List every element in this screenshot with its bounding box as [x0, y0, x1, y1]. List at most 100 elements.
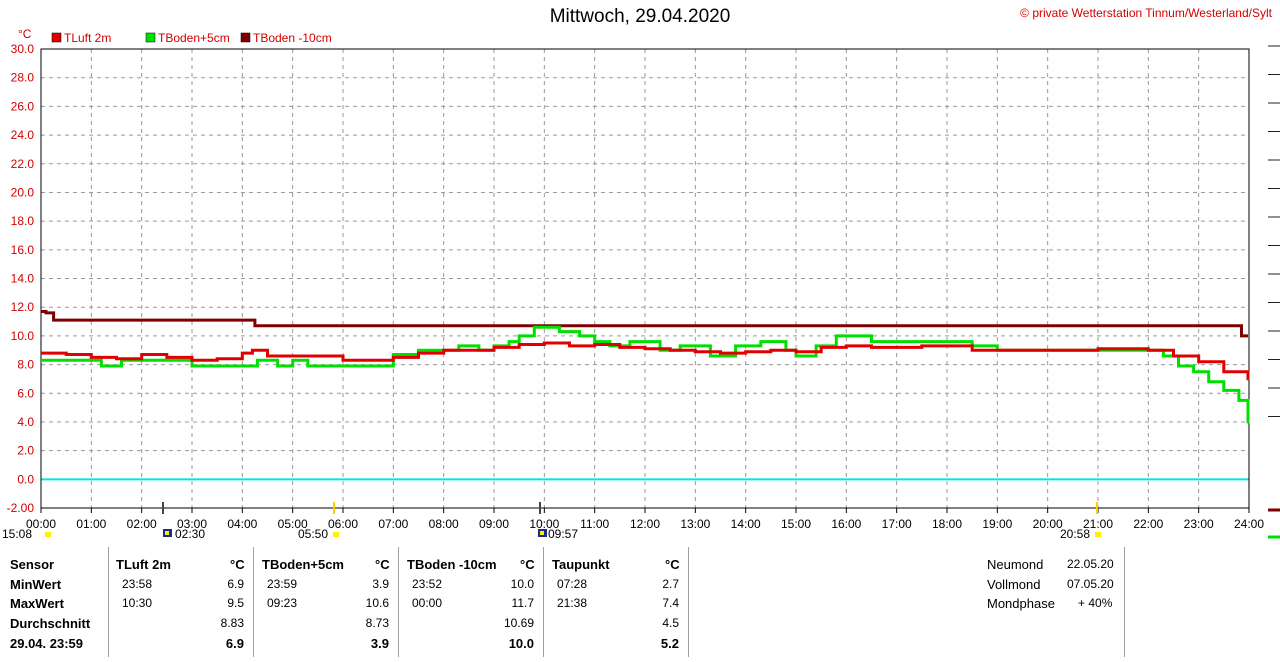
x-tick-label: 03:00 — [177, 517, 207, 531]
legend-label-tboden5: TBoden+5cm — [158, 31, 230, 45]
marker-time-label: 15:08 — [2, 527, 32, 541]
y-tick-label: 2.0 — [17, 444, 34, 458]
table-divider — [398, 547, 399, 657]
max-time: 10:30 — [122, 596, 153, 610]
y-tick-label: -2.00 — [7, 501, 35, 515]
y-tick-label: 12.0 — [11, 300, 35, 314]
x-tick-label: 13:00 — [680, 517, 710, 531]
max-value: 10.6 — [365, 596, 389, 610]
x-tick-label: 21:00 — [1083, 517, 1113, 531]
station-credit: © private Wetterstation Tinnum/Westerlan… — [1020, 6, 1272, 20]
x-tick-label: 20:00 — [1033, 517, 1063, 531]
max-value: 11.7 — [511, 596, 534, 610]
y-tick-label: 28.0 — [11, 71, 35, 85]
moon-value-full: 07.05.20 — [1067, 577, 1114, 591]
x-tick-label: 01:00 — [76, 517, 106, 531]
legend-label-tboden10: TBoden -10cm — [253, 31, 332, 45]
x-tick-label: 19:00 — [982, 517, 1012, 531]
x-tick-label: 22:00 — [1133, 517, 1163, 531]
sensor-unit: °C — [375, 557, 390, 572]
x-tick-label: 24:00 — [1234, 517, 1264, 531]
series-line-0 — [41, 341, 1250, 381]
x-tick-label: 11:00 — [580, 517, 609, 531]
moon-value-phase: + 40% — [1078, 596, 1113, 610]
x-tick-label: 00:00 — [26, 517, 56, 531]
current-value: 6.9 — [225, 636, 244, 651]
row-label-min: MinWert — [10, 577, 62, 592]
sensor-unit: °C — [230, 557, 245, 572]
marker-time-label: 09:57 — [548, 527, 578, 541]
x-tick-label: 08:00 — [429, 517, 459, 531]
min-value: 2.7 — [662, 577, 679, 591]
marker-time-label: 20:58 — [1060, 527, 1090, 541]
moon-icon-fill — [540, 531, 544, 535]
temperature-chart: 30.0 28.0 26.0 24.0 22.0 20.0 18.0 16.0 14.0 12.0… — [2, 27, 1280, 541]
min-time: 07:28 — [557, 577, 588, 591]
row-label-sensor: Sensor — [10, 557, 55, 572]
series-line-1 — [41, 325, 1250, 424]
series-line-2 — [41, 310, 1248, 338]
legend-label-tluft: TLuft 2m — [64, 31, 111, 45]
x-axis: 00:00 01:00 02:00 03:00 04:00 05:00 06:00 07:00… — [26, 508, 1264, 531]
x-tick-label: 15:00 — [781, 517, 811, 531]
moon-label-full: Vollmond — [987, 577, 1041, 592]
table-divider — [108, 547, 109, 657]
x-tick-label: 10:00 — [529, 517, 559, 531]
x-tick-label: 06:00 — [328, 517, 358, 531]
sensor-name: TLuft 2m — [116, 557, 171, 572]
avg-value: 4.5 — [662, 616, 679, 630]
max-time: 09:23 — [267, 596, 298, 610]
moon-label-new: Neumond — [987, 557, 1044, 572]
min-value: 10.0 — [510, 577, 534, 591]
x-tick-label: 14:00 — [731, 517, 761, 531]
min-value: 3.9 — [372, 577, 389, 591]
chart-title: Mittwoch, 29.04.2020 — [549, 6, 731, 27]
max-value: 7.4 — [662, 596, 679, 610]
moon-label-phase: Mondphase — [987, 596, 1055, 611]
max-time: 00:00 — [412, 596, 443, 610]
y-unit-label: °C — [18, 27, 32, 41]
sun-icon — [1095, 532, 1101, 537]
legend-swatch-tboden10 — [240, 32, 251, 43]
y-tick-label: 30.0 — [11, 42, 35, 56]
avg-value: 8.73 — [365, 616, 389, 630]
max-value: 9.5 — [227, 596, 244, 610]
sun-icon — [333, 532, 339, 537]
x-tick-label: 02:00 — [127, 517, 157, 531]
sensor-name: TBoden+5cm — [262, 557, 344, 572]
y-tick-label: 8.0 — [17, 358, 34, 372]
x-tick-label: 17:00 — [882, 517, 912, 531]
moon-icon-fill — [165, 531, 169, 535]
table-divider — [543, 547, 544, 657]
row-label-max: MaxWert — [10, 596, 64, 611]
x-tick-label: 18:00 — [932, 517, 962, 531]
y-tick-label: 4.0 — [17, 415, 34, 429]
min-value: 6.9 — [227, 577, 244, 591]
legend: TLuft 2m TBoden+5cm TBoden -10cm — [51, 31, 332, 45]
y-tick-label: 0.0 — [17, 472, 34, 486]
sun-icon — [45, 532, 51, 537]
row-label-current: 29.04. 23:59 — [10, 636, 84, 651]
x-tick-label: 23:00 — [1184, 517, 1214, 531]
marker-time-label: 02:30 — [175, 527, 205, 541]
y-tick-label: 16.0 — [11, 243, 35, 257]
y-axis: 30.0 28.0 26.0 24.0 22.0 20.0 18.0 16.0 14.0 12.0… — [7, 42, 35, 515]
avg-value: 8.83 — [220, 616, 244, 630]
chart-grid — [41, 48, 1249, 509]
table-divider — [688, 547, 689, 657]
y-tick-label: 6.0 — [17, 386, 34, 400]
max-time: 21:38 — [557, 596, 588, 610]
right-tick-marks — [1268, 45, 1280, 539]
sun-moon-markers: 15:08 02:30 05:50 09:57 20:58 — [2, 502, 1101, 541]
min-time: 23:58 — [122, 577, 153, 591]
sensor-unit: °C — [520, 557, 535, 572]
current-value: 3.9 — [370, 636, 389, 651]
y-tick-label: 18.0 — [11, 214, 35, 228]
y-tick-label: 10.0 — [11, 329, 35, 343]
x-tick-label: 09:00 — [479, 517, 509, 531]
x-tick-label: 05:00 — [278, 517, 308, 531]
current-value: 10.0 — [508, 636, 534, 651]
min-time: 23:52 — [412, 577, 443, 591]
avg-value: 10.69 — [503, 616, 534, 630]
sensor-name: TBoden -10cm — [407, 557, 497, 572]
